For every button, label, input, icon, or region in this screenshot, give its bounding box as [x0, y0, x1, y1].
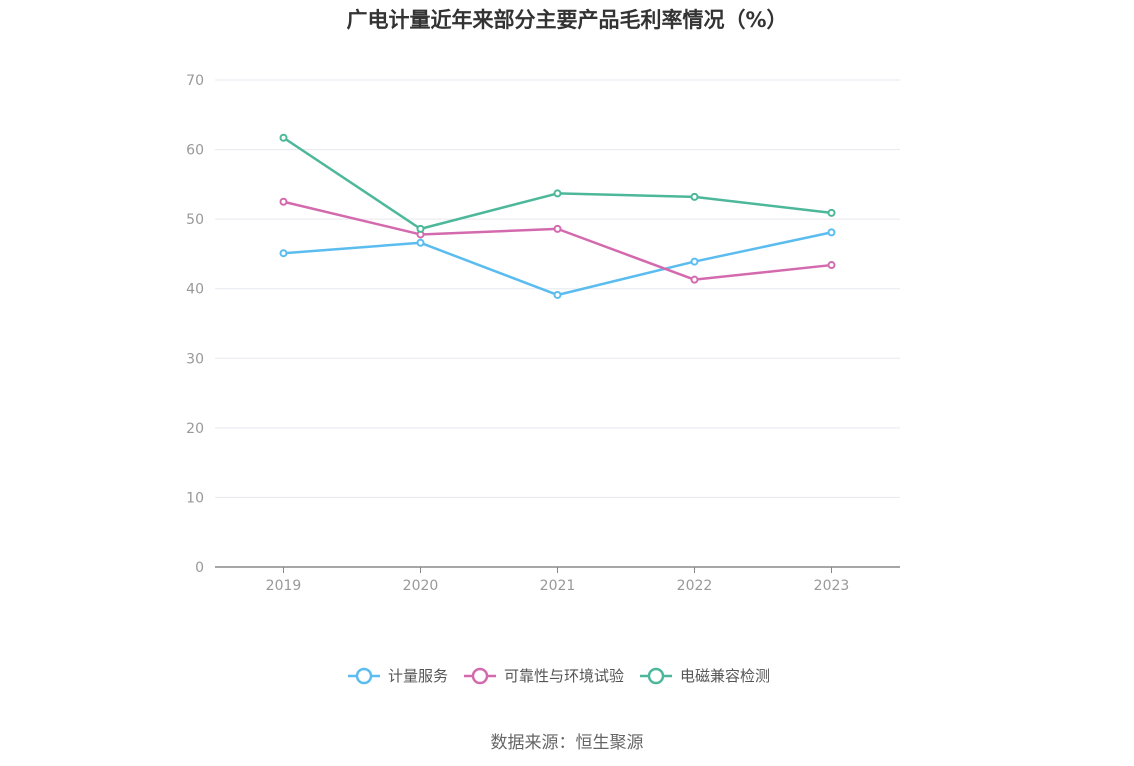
data-point: [690, 275, 699, 284]
y-tick-label: 70: [186, 73, 204, 89]
data-point: [416, 224, 425, 233]
y-tick-label: 40: [186, 282, 204, 298]
series-points: [279, 133, 836, 299]
series-line: [283, 200, 832, 281]
series-lines: [282, 136, 832, 297]
x-axis: 2019 2020 2021 2022 2023: [215, 566, 900, 594]
y-tick-label: 60: [186, 143, 204, 159]
legend-label: 可靠性与环境试验: [504, 667, 624, 685]
legend-marker: [647, 667, 665, 685]
data-source: 数据来源：恒生聚源: [490, 733, 644, 753]
data-point: [690, 257, 699, 266]
data-point: [690, 192, 699, 201]
x-tick-label: 2021: [540, 578, 576, 594]
data-point: [279, 249, 288, 258]
legend-item[interactable]: 电磁兼容检测: [640, 667, 770, 685]
x-tick-label: 2023: [814, 578, 850, 594]
x-tick-label: 2020: [403, 578, 439, 594]
data-point: [553, 224, 562, 233]
data-point: [553, 189, 562, 198]
legend-marker: [471, 667, 489, 685]
x-tick-label: 2022: [677, 578, 713, 594]
y-tick-label: 10: [186, 490, 204, 506]
data-point: [827, 261, 836, 270]
legend-item[interactable]: 可靠性与环境试验: [464, 667, 624, 685]
y-tick-label: 20: [186, 421, 204, 437]
legend-marker: [355, 667, 373, 685]
chart-title: 广电计量近年来部分主要产品毛利率情况（%）: [346, 8, 788, 32]
y-tick-label: 30: [186, 351, 204, 367]
y-tick-label: 50: [186, 212, 204, 228]
data-point: [553, 290, 562, 299]
legend-item[interactable]: 计量服务: [348, 667, 448, 685]
data-point: [827, 228, 836, 237]
series-line: [283, 231, 832, 297]
data-point: [279, 197, 288, 206]
data-point: [827, 208, 836, 217]
grid-lines: [215, 79, 900, 498]
legend: 计量服务 可靠性与环境试验 电磁兼容检测: [348, 667, 770, 685]
y-axis-ticks: 0 10 20 30 40 50 60 70: [186, 73, 204, 576]
legend-label: 计量服务: [388, 667, 448, 685]
y-tick-label: 0: [195, 560, 204, 576]
data-point: [416, 238, 425, 247]
legend-label: 电磁兼容检测: [680, 667, 770, 685]
x-tick-label: 2019: [266, 578, 302, 594]
data-point: [279, 133, 288, 142]
series-line: [282, 136, 832, 231]
